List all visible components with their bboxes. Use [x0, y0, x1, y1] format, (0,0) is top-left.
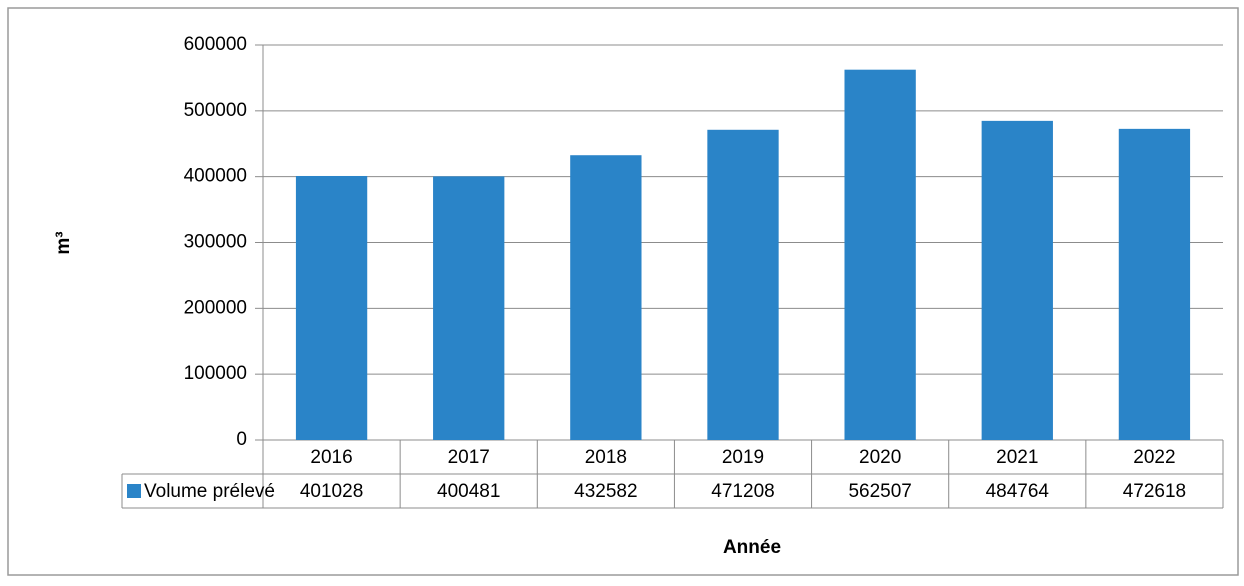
table-value: 401028	[300, 481, 363, 502]
y-tick-label: 200000	[184, 297, 247, 318]
x-tick-label: 2020	[859, 447, 901, 468]
x-tick-label: 2022	[1133, 447, 1175, 468]
y-tick-label: 600000	[184, 34, 247, 55]
legend-swatch	[127, 484, 141, 498]
bar	[981, 120, 1053, 440]
bar	[570, 155, 642, 440]
bar	[295, 175, 368, 440]
table-value: 484764	[986, 481, 1050, 502]
bar	[1118, 128, 1191, 441]
x-tick-label: 2017	[448, 447, 490, 468]
y-tick-label: 100000	[184, 363, 247, 384]
y-tick-label: 300000	[184, 232, 247, 253]
x-tick-label: 2019	[722, 447, 764, 468]
y-axis-title: m³	[53, 231, 74, 254]
y-tick-label: 500000	[184, 100, 247, 121]
x-tick-label: 2018	[585, 447, 627, 468]
legend-label: Volume prélevé	[144, 481, 275, 502]
table-value: 432582	[574, 481, 637, 502]
x-axis-title: Année	[723, 537, 781, 558]
table-value: 562507	[848, 481, 911, 502]
bar	[707, 129, 779, 440]
table-value: 472618	[1123, 481, 1186, 502]
table-value: 471208	[711, 481, 774, 502]
y-tick-label: 0	[236, 429, 247, 450]
bar	[844, 69, 916, 440]
bar	[433, 176, 505, 440]
x-tick-label: 2021	[996, 447, 1038, 468]
y-tick-label: 400000	[184, 166, 247, 187]
table-value: 400481	[437, 481, 500, 502]
x-tick-label: 2016	[310, 447, 352, 468]
